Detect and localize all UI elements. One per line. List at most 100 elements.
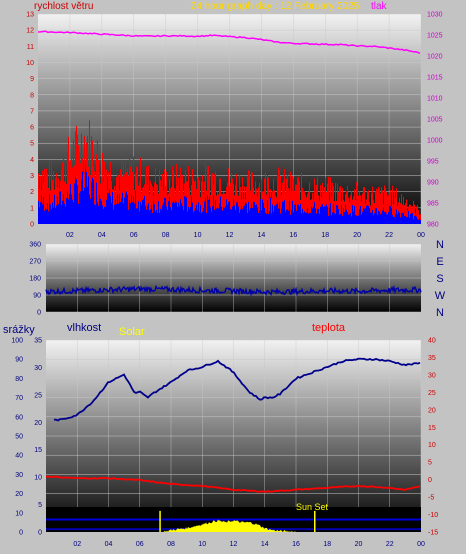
y-tick-outer: 0 [19, 530, 23, 537]
y-tick-left: 0 [30, 222, 34, 229]
x-tick-label: 06 [130, 232, 138, 239]
y-tick-inner: 0 [38, 530, 42, 537]
x-tick-label: 02 [73, 541, 81, 548]
y-tick-inner: 25 [34, 392, 42, 399]
y-tick-right: 1020 [427, 54, 443, 61]
x-tick-label: 20 [355, 541, 363, 548]
x-tick-label: 08 [162, 232, 170, 239]
y-tick-right: 35 [428, 355, 436, 362]
humidity-temperature-chart: 010203040506070809010005101520253035-15-… [3, 322, 438, 548]
y-tick-right: -10 [428, 512, 438, 519]
x-tick-label: 08 [167, 541, 175, 548]
y-tick-right: -5 [428, 495, 434, 502]
y-tick-left: 13 [26, 12, 34, 19]
y-tick-left: 12 [26, 28, 34, 35]
y-tick-left: 7 [30, 108, 34, 115]
y-tick-right: 20 [428, 407, 436, 414]
y-tick-outer: 90 [15, 357, 23, 364]
y-tick-outer: 100 [11, 338, 23, 345]
pressure-line [37, 30, 421, 54]
x-tick-label: 10 [194, 232, 202, 239]
y-tick-right: 1005 [427, 117, 443, 124]
y-tick-right: 15 [428, 425, 436, 432]
x-tick-label: 02 [66, 232, 74, 239]
y-tick-right: -15 [428, 530, 438, 537]
y-tick-right: 1030 [427, 12, 443, 19]
x-tick-label: 12 [230, 541, 238, 548]
y-tick-label: 90 [33, 293, 41, 300]
x-tick-label: 04 [98, 232, 106, 239]
x-tick-label: 00 [417, 541, 425, 548]
y-tick-inner: 15 [34, 447, 42, 454]
y-tick-outer: 10 [15, 510, 23, 517]
y-tick-left: 6 [30, 125, 34, 132]
y-tick-outer: 70 [15, 395, 23, 402]
x-tick-label: 12 [226, 232, 234, 239]
y-tick-right: 25 [428, 390, 436, 397]
x-tick-label: 18 [321, 232, 329, 239]
y-tick-right: 1015 [427, 75, 443, 82]
y-tick-right: 980 [427, 222, 439, 229]
temperature-line [45, 475, 421, 493]
y-tick-outer: 20 [15, 491, 23, 498]
y-tick-right: 1025 [427, 33, 443, 40]
x-tick-label: 10 [198, 541, 206, 548]
y-tick-right: 1000 [427, 138, 443, 145]
compass-label: N [436, 239, 444, 251]
x-tick-label: 16 [289, 232, 297, 239]
y-tick-right: 985 [427, 201, 439, 208]
y-tick-left: 4 [30, 157, 34, 164]
solar-label: Solar [119, 326, 145, 338]
y-tick-inner: 20 [34, 420, 42, 427]
humidity-line [53, 357, 421, 422]
x-tick-label: 16 [292, 541, 300, 548]
y-tick-right: 30 [428, 372, 436, 379]
compass-label: W [435, 290, 446, 302]
y-tick-inner: 30 [34, 365, 42, 372]
precipitation-label: srážky [3, 324, 35, 336]
x-tick-label: 18 [323, 541, 331, 548]
y-tick-left: 3 [30, 173, 34, 180]
y-tick-left: 1 [30, 205, 34, 212]
pressure-label: tlak [371, 1, 388, 12]
x-tick-label: 14 [261, 541, 269, 548]
temperature-label: teplota [312, 322, 346, 334]
x-tick-label: 06 [136, 541, 144, 548]
y-tick-left: 11 [27, 44, 34, 51]
y-tick-left: 2 [30, 189, 34, 196]
y-tick-label: 360 [29, 242, 41, 249]
y-tick-label: 0 [37, 310, 41, 317]
compass-label: E [436, 256, 443, 268]
x-tick-label: 04 [105, 541, 113, 548]
x-tick-label: 22 [385, 232, 393, 239]
y-tick-outer: 40 [15, 453, 23, 460]
compass-label: S [436, 273, 443, 285]
y-tick-inner: 5 [38, 502, 42, 509]
solar-area [46, 519, 421, 532]
y-tick-right: 990 [427, 180, 439, 187]
y-tick-right: 40 [428, 338, 436, 345]
humidity-label: vlhkost [67, 322, 101, 334]
y-tick-right: 1010 [427, 96, 443, 103]
wind-direction-line [45, 284, 422, 297]
chart-title: 24 hour graph day : 12 February 2025 [191, 1, 360, 12]
y-tick-outer: 80 [15, 376, 23, 383]
y-tick-label: 270 [29, 259, 41, 266]
y-tick-right: 0 [428, 477, 432, 484]
y-tick-right: 5 [428, 460, 432, 467]
y-tick-right: 995 [427, 159, 439, 166]
y-tick-outer: 50 [15, 434, 23, 441]
wind-speed-label: rychlost větru [34, 1, 93, 12]
y-tick-left: 10 [26, 60, 34, 67]
y-tick-right: 10 [428, 442, 436, 449]
x-tick-label: 22 [386, 541, 394, 548]
x-tick-label: 14 [258, 232, 266, 239]
x-tick-label: 00 [417, 232, 425, 239]
x-tick-label: 20 [353, 232, 361, 239]
wind-pressure-chart: 0123456789101112139809859909951000100510… [26, 1, 442, 239]
y-tick-label: 180 [29, 276, 41, 283]
y-tick-left: 9 [30, 76, 34, 83]
sunset-annotation: Sun Set [296, 502, 329, 512]
